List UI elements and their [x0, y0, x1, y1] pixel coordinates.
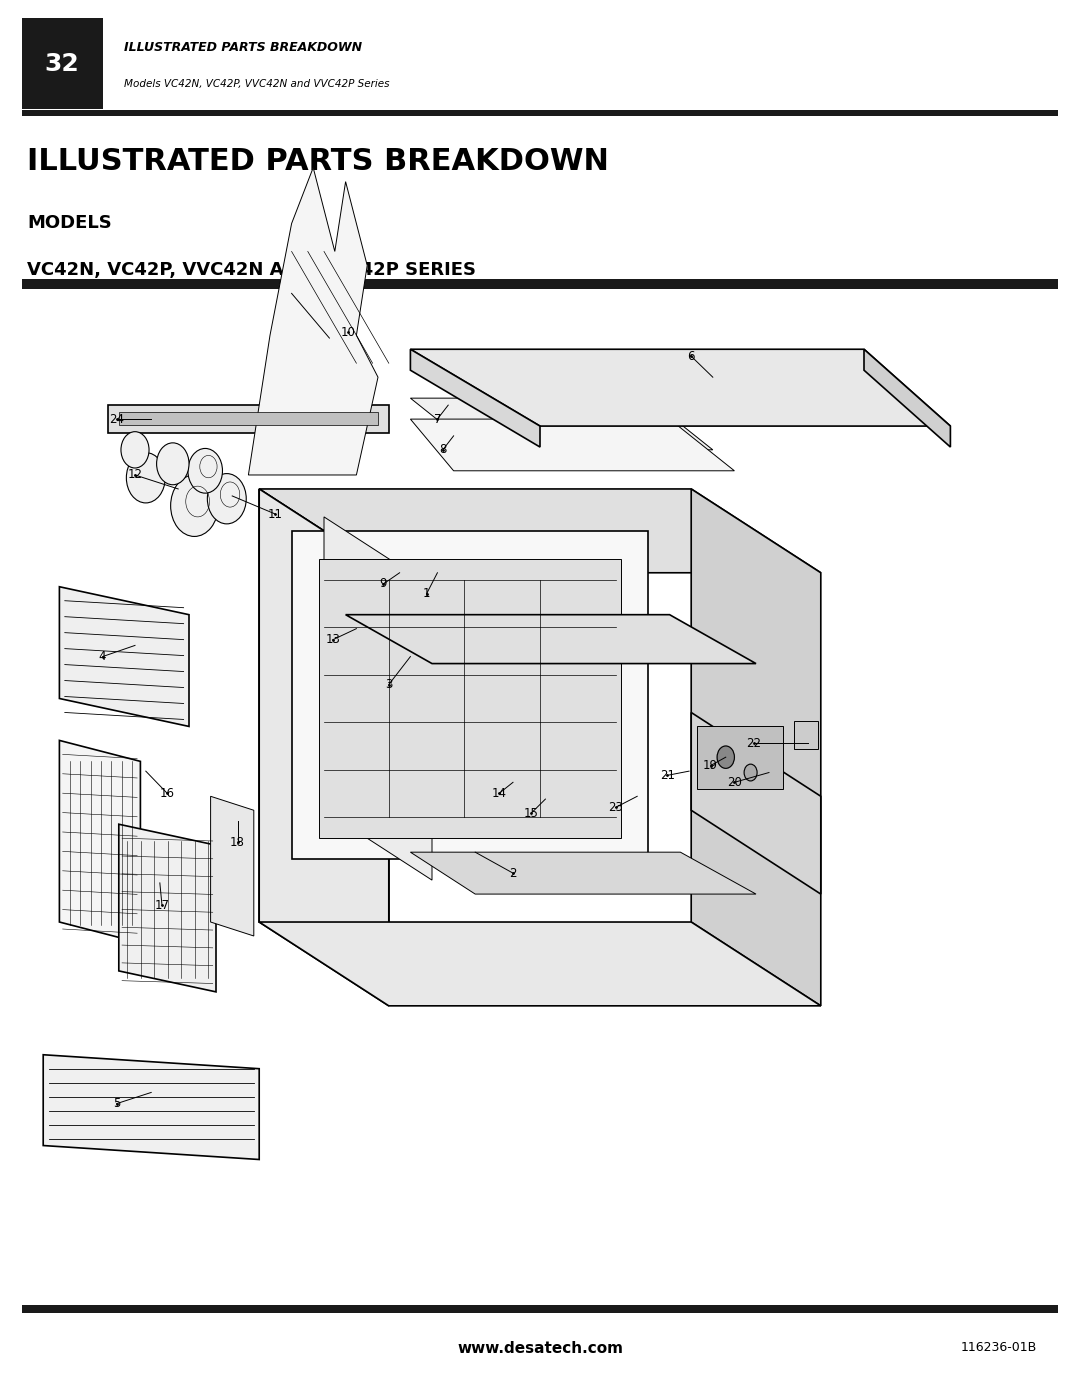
Text: 24: 24 [109, 412, 124, 426]
Polygon shape [319, 559, 621, 838]
Polygon shape [691, 489, 821, 1006]
Polygon shape [259, 489, 821, 573]
Polygon shape [259, 922, 821, 1006]
Text: 16: 16 [160, 787, 175, 800]
Text: 14: 14 [491, 787, 507, 800]
Polygon shape [410, 349, 540, 447]
Polygon shape [119, 412, 378, 425]
Text: ILLUSTRATED PARTS BREAKDOWN: ILLUSTRATED PARTS BREAKDOWN [124, 41, 362, 53]
Text: www.desatech.com: www.desatech.com [457, 1341, 623, 1356]
Circle shape [121, 432, 149, 468]
Polygon shape [346, 615, 756, 664]
Text: 21: 21 [660, 768, 675, 782]
Text: 13: 13 [325, 633, 340, 647]
Circle shape [207, 474, 246, 524]
Text: 15: 15 [524, 806, 539, 820]
Polygon shape [324, 517, 432, 880]
Text: 5: 5 [113, 1097, 120, 1111]
Polygon shape [691, 712, 821, 894]
Text: 17: 17 [154, 898, 170, 912]
Text: 12: 12 [127, 468, 143, 482]
Polygon shape [108, 405, 389, 433]
Bar [794, 721, 818, 749]
Text: ILLUSTRATED PARTS BREAKDOWN: ILLUSTRATED PARTS BREAKDOWN [27, 147, 609, 176]
Text: 11: 11 [268, 507, 283, 521]
Bar [22, 279, 1058, 289]
Text: 10: 10 [340, 326, 355, 339]
Text: 8: 8 [440, 443, 446, 457]
Text: 1: 1 [423, 587, 430, 601]
Text: 32: 32 [44, 52, 79, 75]
Polygon shape [211, 796, 254, 936]
Polygon shape [59, 587, 189, 726]
Circle shape [157, 443, 189, 485]
Text: 9: 9 [380, 577, 387, 591]
Text: 116236-01B: 116236-01B [960, 1341, 1037, 1354]
Bar [22, 1305, 1058, 1313]
Text: 4: 4 [99, 650, 106, 664]
Circle shape [744, 764, 757, 781]
Text: 23: 23 [608, 800, 623, 814]
Circle shape [188, 448, 222, 493]
Polygon shape [259, 489, 389, 922]
Text: 7: 7 [434, 412, 441, 426]
Polygon shape [410, 419, 734, 471]
Polygon shape [43, 1055, 259, 1160]
Text: 6: 6 [688, 349, 694, 363]
Circle shape [171, 475, 218, 536]
Polygon shape [410, 398, 713, 450]
Bar [22, 18, 103, 109]
Text: 18: 18 [230, 835, 245, 849]
Polygon shape [410, 349, 950, 426]
Circle shape [717, 746, 734, 768]
Polygon shape [259, 489, 389, 1006]
Polygon shape [119, 824, 216, 992]
Text: VC42N, VC42P, VVC42N AND VVC42P SERIES: VC42N, VC42P, VVC42N AND VVC42P SERIES [27, 261, 476, 279]
Polygon shape [410, 852, 756, 894]
Text: 22: 22 [746, 736, 761, 750]
Polygon shape [864, 349, 950, 447]
Text: 19: 19 [703, 759, 718, 773]
Bar [697, 726, 783, 789]
Polygon shape [292, 531, 648, 859]
Text: 20: 20 [727, 775, 742, 789]
Circle shape [126, 453, 165, 503]
Polygon shape [248, 168, 378, 475]
Text: 2: 2 [510, 866, 516, 880]
Text: Models VC42N, VC42P, VVC42N and VVC42P Series: Models VC42N, VC42P, VVC42N and VVC42P S… [124, 78, 390, 88]
Text: 3: 3 [386, 678, 392, 692]
Text: MODELS: MODELS [27, 214, 111, 232]
Polygon shape [59, 740, 140, 943]
Bar [22, 110, 1058, 116]
